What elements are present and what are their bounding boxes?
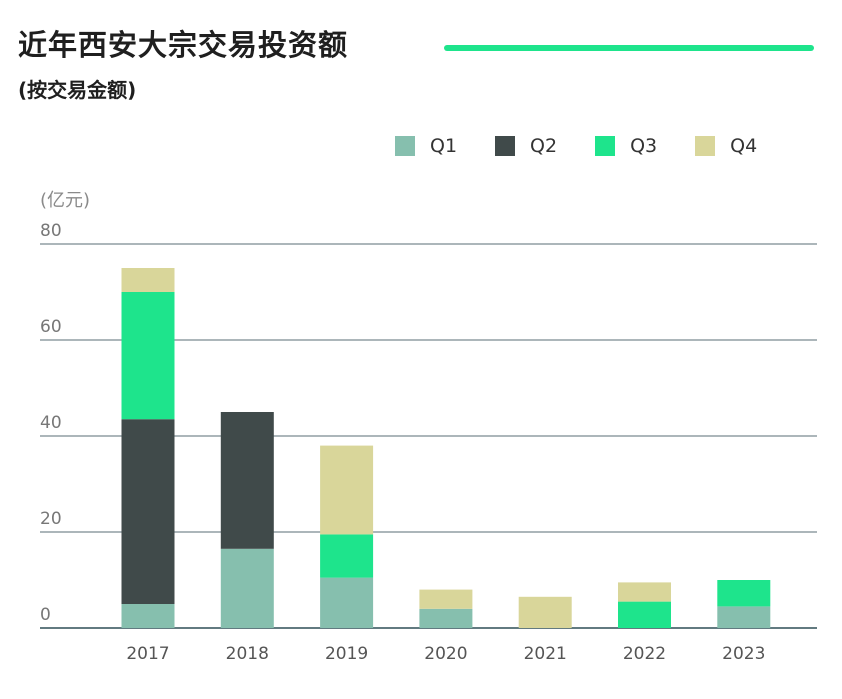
legend-label-q2: Q2	[530, 135, 558, 157]
legend-swatch-q1	[395, 136, 415, 156]
x-tick-label-2017: 2017	[126, 644, 169, 664]
bar-2022-q3	[618, 601, 671, 628]
y-axis-unit-label: (亿元)	[40, 190, 91, 211]
y-tick-label-80: 80	[40, 221, 62, 241]
bar-2021-q4	[518, 596, 572, 628]
legend-swatch-q4	[695, 136, 716, 156]
legend-label-q3: Q3	[630, 135, 658, 157]
bar-2019-q3	[320, 534, 374, 578]
legend-item-q1: Q1	[395, 135, 457, 157]
x-tick-label-2021: 2021	[524, 644, 567, 664]
legend-label-q1: Q1	[430, 135, 458, 157]
bar-2022-q4	[618, 582, 671, 602]
legend-item-q2: Q2	[495, 135, 557, 157]
bar-2017-q2	[121, 419, 175, 604]
chart-title: 近年西安大宗交易投资额	[18, 28, 349, 62]
y-tick-label-60: 60	[40, 317, 62, 337]
legend-label-q4: Q4	[730, 135, 758, 157]
bar-2017-q1	[121, 604, 175, 628]
x-tick-label-2023: 2023	[722, 644, 765, 664]
bar-2017-q3	[121, 292, 175, 420]
y-tick-label-40: 40	[40, 413, 62, 433]
bar-2023-q3	[717, 580, 771, 607]
x-tick-label-2020: 2020	[424, 644, 467, 664]
y-tick-label-0: 0	[40, 605, 51, 625]
title-accent-line	[444, 45, 814, 51]
chart-subtitle: (按交易金额)	[18, 78, 137, 102]
legend-swatch-q3	[595, 136, 616, 156]
bar-2018-q2	[220, 412, 274, 549]
x-tick-label-2018: 2018	[226, 644, 269, 664]
legend-swatch-q2	[495, 136, 516, 156]
x-tick-label-2019: 2019	[325, 644, 368, 664]
legend-item-q4: Q4	[695, 135, 757, 157]
bar-2020-q1	[419, 608, 473, 628]
x-tick-label-2022: 2022	[623, 644, 666, 664]
bar-2019-q4	[320, 445, 374, 535]
bar-2023-q1	[717, 606, 771, 628]
bar-2019-q1	[320, 577, 374, 628]
bar-2020-q4	[419, 589, 473, 609]
bar-2017-q4	[121, 268, 175, 292]
y-tick-label-20: 20	[40, 509, 62, 529]
bar-2018-q1	[220, 548, 274, 628]
legend-item-q3: Q3	[595, 135, 657, 157]
legend: Q1 Q2 Q3 Q4	[395, 135, 757, 157]
